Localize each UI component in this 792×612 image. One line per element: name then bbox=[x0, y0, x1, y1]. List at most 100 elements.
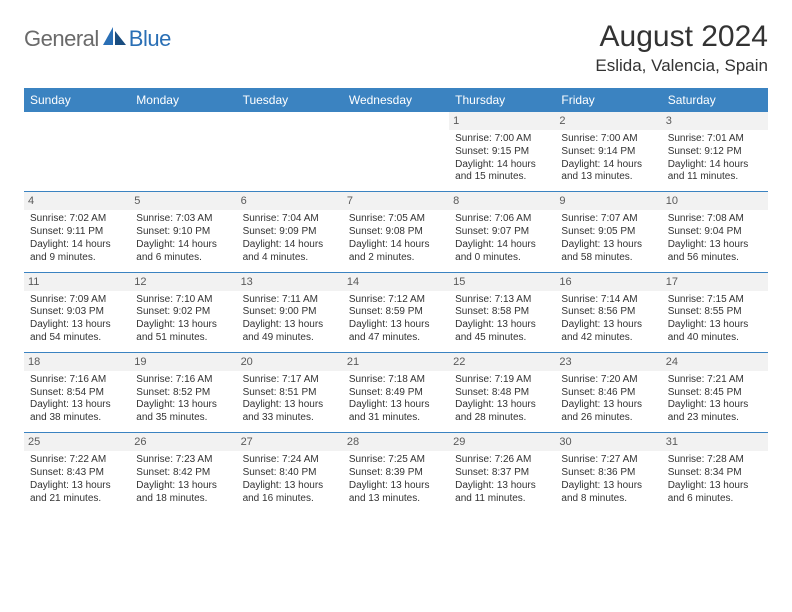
day-number: 27 bbox=[237, 433, 343, 451]
calendar-day-cell: 4Sunrise: 7:02 AMSunset: 9:11 PMDaylight… bbox=[24, 191, 130, 271]
sunset-text: Sunset: 9:02 PM bbox=[136, 306, 230, 319]
sunset-text: Sunset: 9:11 PM bbox=[30, 226, 124, 239]
sunrise-text: Sunrise: 7:10 AM bbox=[136, 294, 230, 307]
calendar-day-cell: 27Sunrise: 7:24 AMSunset: 8:40 PMDayligh… bbox=[237, 432, 343, 512]
sunrise-text: Sunrise: 7:28 AM bbox=[668, 454, 762, 467]
day-number: 29 bbox=[449, 433, 555, 451]
daylight-text: Daylight: 13 hours and 16 minutes. bbox=[243, 480, 337, 506]
day-number: 6 bbox=[237, 192, 343, 210]
calendar-grid: 1Sunrise: 7:00 AMSunset: 9:15 PMDaylight… bbox=[24, 112, 768, 512]
sunset-text: Sunset: 8:56 PM bbox=[561, 306, 655, 319]
daylight-text: Daylight: 13 hours and 58 minutes. bbox=[561, 239, 655, 265]
sunset-text: Sunset: 9:08 PM bbox=[349, 226, 443, 239]
daylight-text: Daylight: 13 hours and 6 minutes. bbox=[668, 480, 762, 506]
weekday-header-row: Sunday Monday Tuesday Wednesday Thursday… bbox=[24, 88, 768, 112]
sunrise-text: Sunrise: 7:12 AM bbox=[349, 294, 443, 307]
location-subtitle: Eslida, Valencia, Spain bbox=[595, 56, 768, 76]
calendar-day-cell: 22Sunrise: 7:19 AMSunset: 8:48 PMDayligh… bbox=[449, 352, 555, 432]
calendar-day-cell: 11Sunrise: 7:09 AMSunset: 9:03 PMDayligh… bbox=[24, 272, 130, 352]
daylight-text: Daylight: 13 hours and 13 minutes. bbox=[349, 480, 443, 506]
sunrise-text: Sunrise: 7:04 AM bbox=[243, 213, 337, 226]
sunset-text: Sunset: 9:03 PM bbox=[30, 306, 124, 319]
month-title: August 2024 bbox=[595, 20, 768, 54]
day-number: 31 bbox=[662, 433, 768, 451]
sunrise-text: Sunrise: 7:14 AM bbox=[561, 294, 655, 307]
calendar-day-cell bbox=[24, 112, 130, 191]
calendar-day-cell: 14 Sunrise: 7:12 AMSunset: 8:59 PMDayligh… bbox=[343, 272, 449, 352]
calendar-day-cell: 20Sunrise: 7:17 AMSunset: 8:51 PMDayligh… bbox=[237, 352, 343, 432]
day-number: 14 bbox=[343, 273, 449, 291]
day-number: 17 bbox=[662, 273, 768, 291]
day-number: 20 bbox=[237, 353, 343, 371]
daylight-text: Daylight: 14 hours and 2 minutes. bbox=[349, 239, 443, 265]
daylight-text: Daylight: 14 hours and 4 minutes. bbox=[243, 239, 337, 265]
brand-logo: General Blue bbox=[24, 26, 171, 52]
sunset-text: Sunset: 9:05 PM bbox=[561, 226, 655, 239]
sunrise-text: Sunrise: 7:20 AM bbox=[561, 374, 655, 387]
sunrise-text: Sunrise: 7:16 AM bbox=[136, 374, 230, 387]
calendar-day-cell: 18Sunrise: 7:16 AMSunset: 8:54 PMDayligh… bbox=[24, 352, 130, 432]
calendar-day-cell: 5Sunrise: 7:03 AMSunset: 9:10 PMDaylight… bbox=[130, 191, 236, 271]
day-number: 1 bbox=[449, 112, 555, 130]
day-number: 13 bbox=[237, 273, 343, 291]
day-number: 9 bbox=[555, 192, 661, 210]
sunrise-text: Sunrise: 7:18 AM bbox=[349, 374, 443, 387]
sunset-text: Sunset: 9:10 PM bbox=[136, 226, 230, 239]
sunrise-text: Sunrise: 7:02 AM bbox=[30, 213, 124, 226]
sunrise-text: Sunrise: 7:21 AM bbox=[668, 374, 762, 387]
sunset-text: Sunset: 8:51 PM bbox=[243, 387, 337, 400]
sunset-text: Sunset: 8:46 PM bbox=[561, 387, 655, 400]
sunset-text: Sunset: 9:07 PM bbox=[455, 226, 549, 239]
daylight-text: Daylight: 13 hours and 45 minutes. bbox=[455, 319, 549, 345]
calendar-day-cell: 23Sunrise: 7:20 AMSunset: 8:46 PMDayligh… bbox=[555, 352, 661, 432]
calendar-day-cell: 2Sunrise: 7:00 AMSunset: 9:14 PMDaylight… bbox=[555, 112, 661, 191]
day-number: 26 bbox=[130, 433, 236, 451]
sunset-text: Sunset: 8:58 PM bbox=[455, 306, 549, 319]
calendar-day-cell: 19Sunrise: 7:16 AMSunset: 8:52 PMDayligh… bbox=[130, 352, 236, 432]
daylight-text: Daylight: 13 hours and 54 minutes. bbox=[30, 319, 124, 345]
sunrise-text: Sunrise: 7:06 AM bbox=[455, 213, 549, 226]
calendar-day-cell: 28Sunrise: 7:25 AMSunset: 8:39 PMDayligh… bbox=[343, 432, 449, 512]
calendar-day-cell: 31Sunrise: 7:28 AMSunset: 8:34 PMDayligh… bbox=[662, 432, 768, 512]
header-area: General Blue August 2024 Eslida, Valenci… bbox=[24, 20, 768, 76]
daylight-text: Daylight: 13 hours and 56 minutes. bbox=[668, 239, 762, 265]
day-number: 12 bbox=[130, 273, 236, 291]
sunset-text: Sunset: 9:12 PM bbox=[668, 146, 762, 159]
daylight-text: Daylight: 13 hours and 47 minutes. bbox=[349, 319, 443, 345]
day-number: 10 bbox=[662, 192, 768, 210]
calendar-day-cell: 16Sunrise: 7:14 AMSunset: 8:56 PMDayligh… bbox=[555, 272, 661, 352]
sunrise-text: Sunrise: 7:15 AM bbox=[668, 294, 762, 307]
sunset-text: Sunset: 9:04 PM bbox=[668, 226, 762, 239]
sunrise-text: Sunrise: 7:22 AM bbox=[30, 454, 124, 467]
daylight-text: Daylight: 13 hours and 33 minutes. bbox=[243, 399, 337, 425]
daylight-text: Daylight: 13 hours and 35 minutes. bbox=[136, 399, 230, 425]
daylight-text: Daylight: 14 hours and 15 minutes. bbox=[455, 159, 549, 185]
calendar-day-cell: 29Sunrise: 7:26 AMSunset: 8:37 PMDayligh… bbox=[449, 432, 555, 512]
sunrise-text: Sunrise: 7:08 AM bbox=[668, 213, 762, 226]
sunrise-text: Sunrise: 7:26 AM bbox=[455, 454, 549, 467]
calendar-day-cell: 17Sunrise: 7:15 AMSunset: 8:55 PMDayligh… bbox=[662, 272, 768, 352]
sunset-text: Sunset: 8:36 PM bbox=[561, 467, 655, 480]
calendar-day-cell: 30Sunrise: 7:27 AMSunset: 8:36 PMDayligh… bbox=[555, 432, 661, 512]
calendar-day-cell bbox=[130, 112, 236, 191]
sunset-text: Sunset: 9:14 PM bbox=[561, 146, 655, 159]
sunset-text: Sunset: 8:59 PM bbox=[349, 306, 443, 319]
brand-sail-icon bbox=[103, 27, 127, 47]
day-number: 18 bbox=[24, 353, 130, 371]
daylight-text: Daylight: 13 hours and 51 minutes. bbox=[136, 319, 230, 345]
sunset-text: Sunset: 9:00 PM bbox=[243, 306, 337, 319]
sunset-text: Sunset: 9:15 PM bbox=[455, 146, 549, 159]
sunset-text: Sunset: 9:09 PM bbox=[243, 226, 337, 239]
daylight-text: Daylight: 13 hours and 42 minutes. bbox=[561, 319, 655, 345]
day-number: 30 bbox=[555, 433, 661, 451]
day-number: 5 bbox=[130, 192, 236, 210]
weekday-header: Saturday bbox=[662, 88, 768, 112]
sunrise-text: Sunrise: 7:24 AM bbox=[243, 454, 337, 467]
day-number: 3 bbox=[662, 112, 768, 130]
daylight-text: Daylight: 14 hours and 6 minutes. bbox=[136, 239, 230, 265]
calendar-day-cell: 12 Sunrise: 7:10 AMSunset: 9:02 PMDayligh… bbox=[130, 272, 236, 352]
sunset-text: Sunset: 8:48 PM bbox=[455, 387, 549, 400]
sunrise-text: Sunrise: 7:07 AM bbox=[561, 213, 655, 226]
calendar-day-cell: 24Sunrise: 7:21 AMSunset: 8:45 PMDayligh… bbox=[662, 352, 768, 432]
brand-word-2: Blue bbox=[129, 26, 171, 52]
